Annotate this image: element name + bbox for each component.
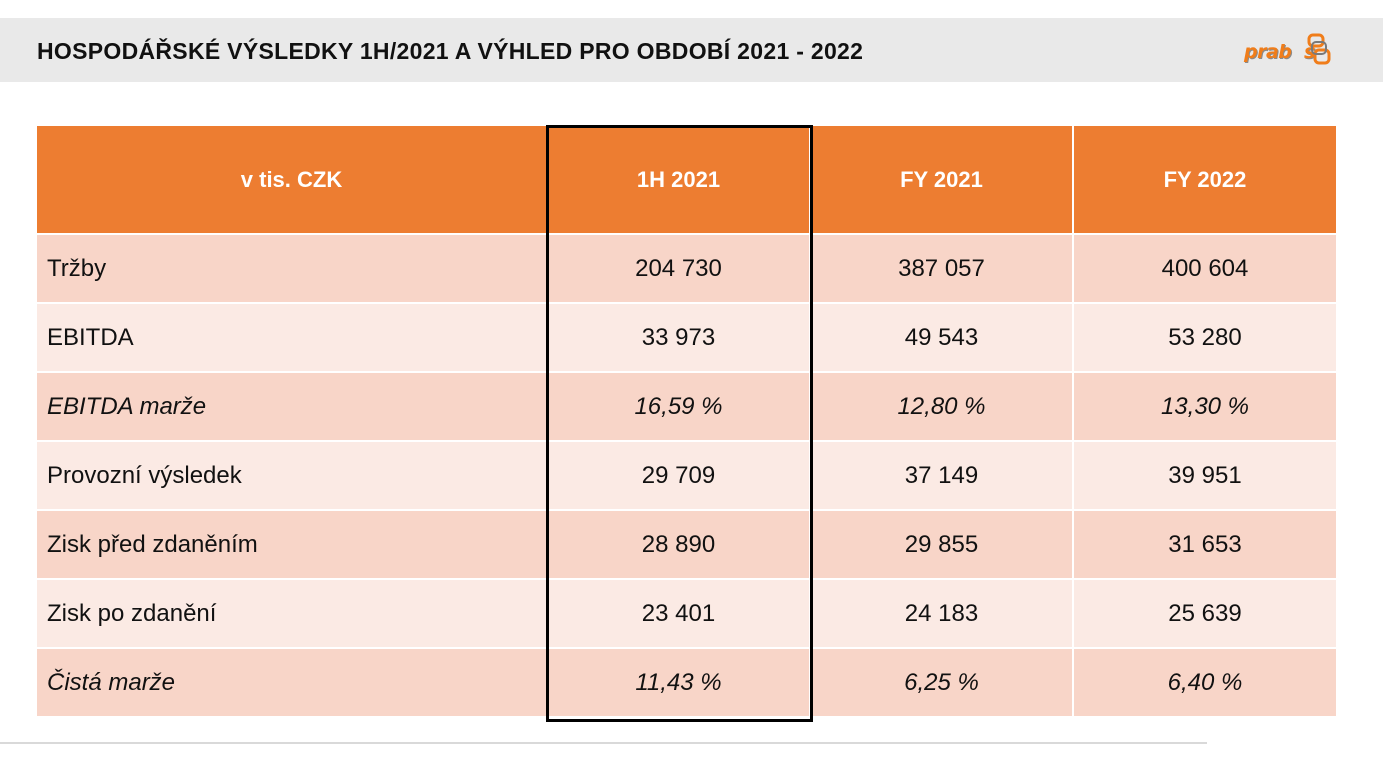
table-row: Zisk před zdaněním 28 890 29 855 31 653 [37, 509, 1336, 578]
table-header-row: v tis. CZK 1H 2021 FY 2021 FY 2022 [37, 126, 1336, 233]
row-value: 28 890 [548, 509, 811, 578]
table-row: Tržby 204 730 387 057 400 604 [37, 233, 1336, 302]
row-label: Čistá marže [37, 647, 548, 716]
table-row: Provozní výsledek 29 709 37 149 39 951 [37, 440, 1336, 509]
table-row: Zisk po zdanění 23 401 24 183 25 639 [37, 578, 1336, 647]
row-label: EBITDA [37, 302, 548, 371]
page-title: HOSPODÁŘSKÉ VÝSLEDKY 1H/2021 A VÝHLED PR… [37, 38, 864, 64]
row-value: 6,40 % [1074, 647, 1336, 716]
row-value: 16,59 % [548, 371, 811, 440]
table-row: EBITDA 33 973 49 543 53 280 [37, 302, 1336, 371]
row-value: 29 709 [548, 440, 811, 509]
row-value: 12,80 % [811, 371, 1074, 440]
results-table: v tis. CZK 1H 2021 FY 2021 FY 2022 Tržby… [37, 126, 1336, 716]
row-value: 39 951 [1074, 440, 1336, 509]
row-value: 13,30 % [1074, 371, 1336, 440]
prabos-logo: prab o s [1244, 33, 1331, 69]
row-label: EBITDA marže [37, 371, 548, 440]
row-value: 33 973 [548, 302, 811, 371]
row-value: 25 639 [1074, 578, 1336, 647]
row-value: 37 149 [811, 440, 1074, 509]
row-value: 204 730 [548, 233, 811, 302]
table-row: EBITDA marže 16,59 % 12,80 % 13,30 % [37, 371, 1336, 440]
row-value: 6,25 % [811, 647, 1074, 716]
row-value: 387 057 [811, 233, 1074, 302]
table-body: Tržby 204 730 387 057 400 604 EBITDA 33 973 49… [37, 233, 1336, 716]
row-value: 53 280 [1074, 302, 1336, 371]
logo-text-start: prab [1244, 41, 1292, 63]
header-unit: v tis. CZK [37, 126, 548, 233]
row-value: 400 604 [1074, 233, 1336, 302]
header-1h-2021: 1H 2021 [548, 126, 811, 233]
title-bar: HOSPODÁŘSKÉ VÝSLEDKY 1H/2021 A VÝHLED PR… [0, 18, 1383, 82]
logo-text-end: s [1303, 41, 1315, 63]
table-row: Čistá marže 11,43 % 6,25 % 6,40 % [37, 647, 1336, 716]
header-fy-2021: FY 2021 [811, 126, 1074, 233]
row-label: Tržby [37, 233, 548, 302]
row-value: 11,43 % [548, 647, 811, 716]
row-value: 29 855 [811, 509, 1074, 578]
header-fy-2022: FY 2022 [1074, 126, 1336, 233]
logo-mark-icon [1307, 33, 1331, 65]
row-value: 24 183 [811, 578, 1074, 647]
row-value: 23 401 [548, 578, 811, 647]
row-label: Zisk po zdanění [37, 578, 548, 647]
row-label: Zisk před zdaněním [37, 509, 548, 578]
row-label: Provozní výsledek [37, 440, 548, 509]
row-value: 49 543 [811, 302, 1074, 371]
row-value: 31 653 [1074, 509, 1336, 578]
bottom-divider [0, 742, 1207, 744]
